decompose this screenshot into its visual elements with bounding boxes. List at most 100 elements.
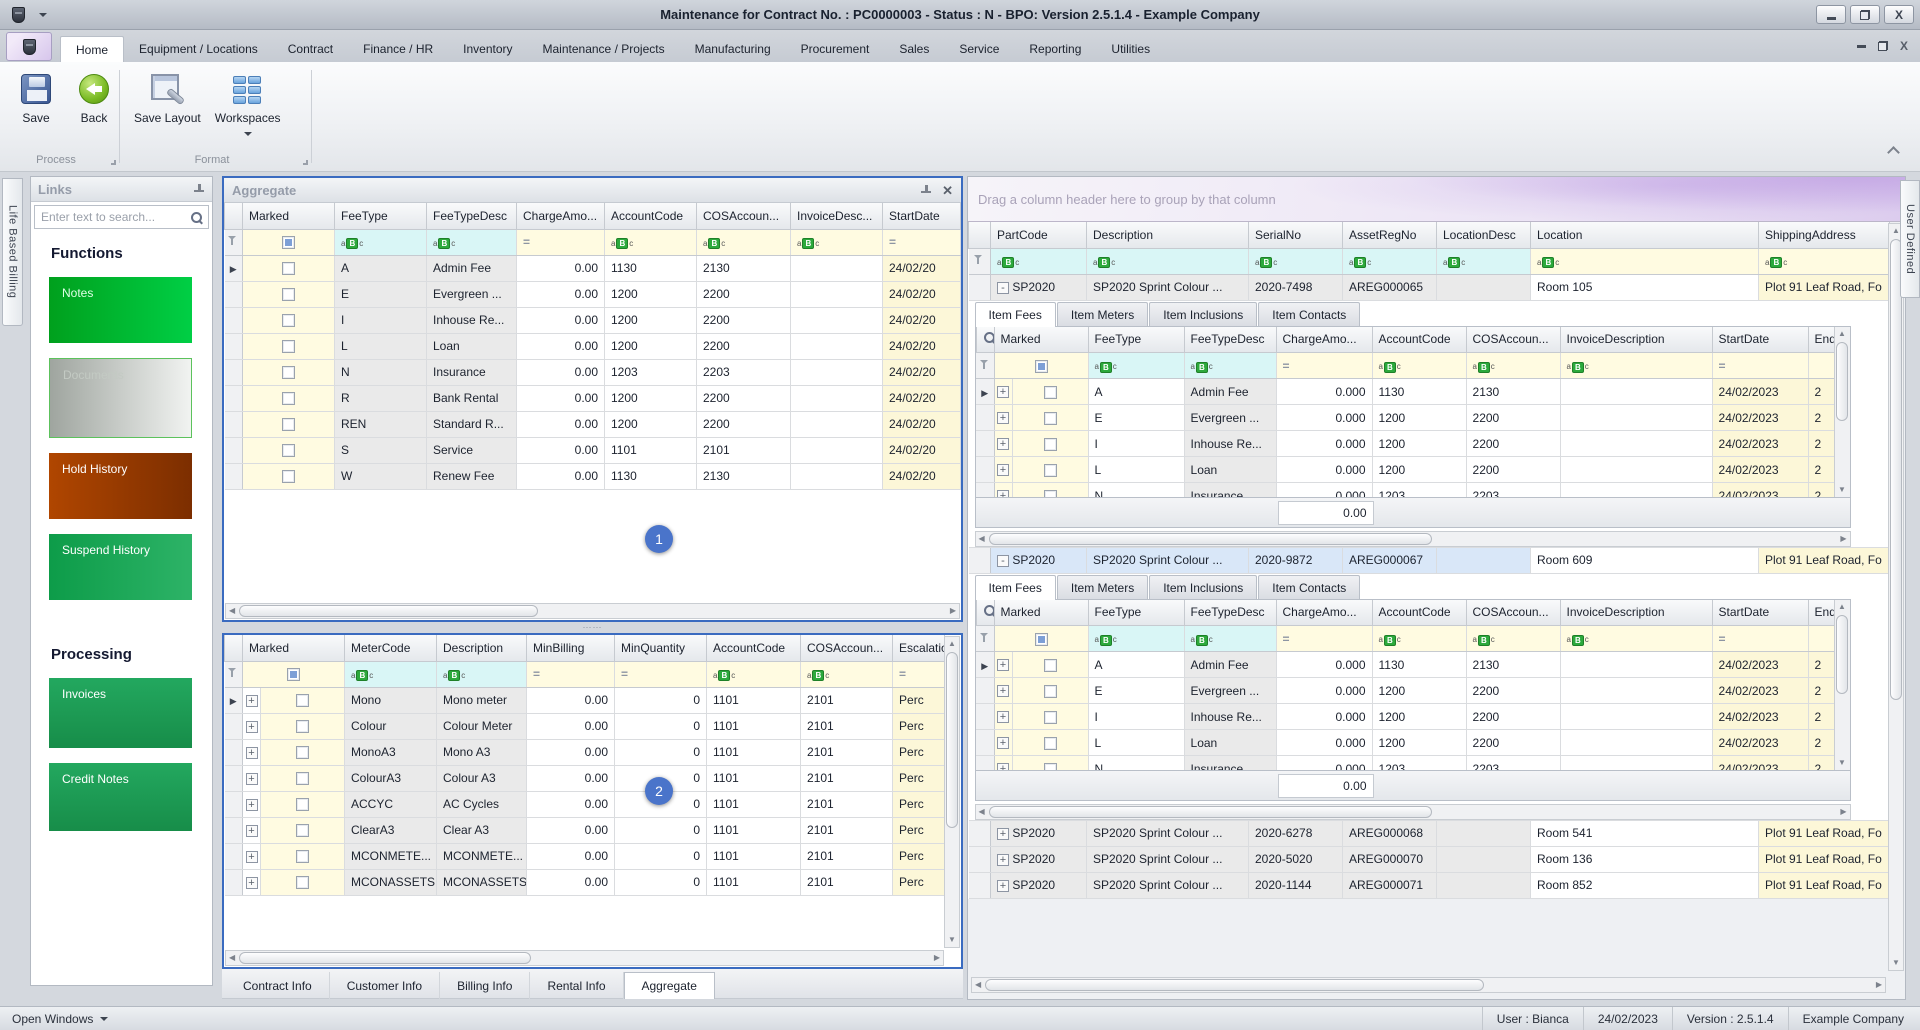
checkbox[interactable] (282, 470, 295, 484)
cell-feetype[interactable]: L (1088, 456, 1185, 483)
restore-button[interactable] (1850, 5, 1880, 24)
close-icon[interactable]: ✕ (942, 182, 953, 198)
column-header[interactable]: InvoiceDescription (1559, 599, 1713, 626)
cell-feetypedesc[interactable]: Evergreen ... (426, 281, 517, 308)
mdi-close-icon[interactable]: X (1899, 39, 1908, 53)
checkbox[interactable] (1043, 489, 1057, 497)
cell-invoicedescription[interactable] (1560, 729, 1713, 756)
cell-description[interactable]: Mono meter (436, 687, 528, 714)
cell-startdate[interactable]: 24/02/2023 (1712, 729, 1809, 756)
search-icon[interactable] (983, 604, 993, 617)
cell-feetype[interactable]: E (334, 281, 427, 308)
checkbox[interactable] (1043, 736, 1057, 750)
cell-description[interactable]: Colour Meter (436, 713, 528, 740)
cell-description[interactable]: MCONMETE... (436, 843, 528, 870)
column-header[interactable]: Marked (242, 203, 335, 230)
dialog-launcher-icon[interactable] (111, 160, 116, 165)
cell-feetypedesc[interactable]: Loan (426, 333, 517, 360)
cell-minbilling[interactable]: 0.00 (526, 791, 616, 818)
cell-cosaccount[interactable]: 2101 (800, 739, 894, 766)
cell-startdate[interactable]: 24/02/2023 (1712, 677, 1809, 704)
cell-startdate[interactable]: 24/02/20 (882, 359, 961, 386)
collapse-row-icon[interactable]: - (997, 281, 1009, 294)
ribbon-tab[interactable]: Equipment / Locations (139, 42, 258, 56)
cell-cosaccount[interactable]: 2200 (696, 385, 791, 412)
vertical-scrollbar[interactable]: ▲ ▼ (944, 636, 960, 948)
scroll-left-icon[interactable]: ◀ (978, 533, 985, 543)
cell-accountcode[interactable]: 1101 (706, 765, 802, 792)
cell-feetypedesc[interactable]: Insurance (1184, 482, 1277, 497)
cell-accountcode[interactable]: 1101 (706, 791, 802, 818)
cell-description[interactable]: Mono A3 (436, 739, 528, 766)
cell-feetypedesc[interactable]: Renew Fee (426, 463, 517, 490)
cell-cosaccount[interactable]: 2200 (1466, 404, 1561, 431)
ribbon-tab[interactable]: Manufacturing (694, 42, 771, 56)
scroll-right-icon[interactable]: ▶ (1840, 533, 1847, 543)
cell-chargeamount[interactable]: 0.00 (516, 463, 605, 490)
cell-invoicedescription[interactable] (1560, 677, 1713, 704)
cell-cosaccount[interactable]: 2200 (1466, 677, 1561, 704)
bottom-tab[interactable]: Contract Info (226, 972, 330, 999)
expand-row-icon[interactable]: + (245, 746, 258, 759)
tab-user-defined[interactable]: User Defined (1900, 180, 1920, 298)
checkbox[interactable] (282, 340, 295, 354)
cell-cosaccount[interactable]: 2200 (1466, 430, 1561, 457)
equals-filter-icon[interactable]: = (1282, 631, 1290, 646)
ribbon-tab[interactable]: Home (60, 36, 125, 62)
expand-row-icon[interactable]: + (997, 464, 1009, 477)
scroll-right-icon[interactable]: ▶ (949, 606, 956, 615)
column-header[interactable]: StartDate (1711, 599, 1809, 626)
cell-cosaccount[interactable]: 2203 (1466, 482, 1561, 497)
cell-feetypedesc[interactable]: Insurance (426, 359, 517, 386)
equals-filter-icon[interactable]: = (533, 667, 541, 681)
scroll-left-icon[interactable]: ◀ (229, 953, 236, 962)
table-row[interactable]: + E Evergreen ... 0.000 1200 2200 24/02/… (976, 404, 1850, 431)
cell-accountcode[interactable]: 1203 (1372, 755, 1467, 770)
table-row[interactable]: + L Loan 0.000 1200 2200 24/02/2023 2 (976, 729, 1850, 756)
cell-startdate[interactable]: 24/02/2023 (1712, 378, 1809, 405)
filter-funnel-icon[interactable] (974, 254, 984, 265)
search-input[interactable] (35, 210, 190, 224)
cell-invoicedescription[interactable] (1560, 755, 1713, 770)
column-header[interactable]: AccountCode (1371, 599, 1467, 626)
cell-metercode[interactable]: Colour (344, 713, 438, 740)
column-header[interactable]: MinBilling (526, 635, 616, 662)
expand-row-icon[interactable]: + (997, 853, 1009, 866)
equals-filter-icon[interactable]: = (621, 667, 629, 681)
table-row[interactable]: + E Evergreen ... 0.000 1200 2200 24/02/… (976, 677, 1850, 704)
cell-chargeamount[interactable]: 0.00 (516, 411, 605, 438)
cell-metercode[interactable]: ACCYC (344, 791, 438, 818)
equals-filter-icon[interactable]: = (1718, 358, 1726, 373)
cell-chargeamount[interactable]: 0.000 (1276, 651, 1373, 678)
cell-startdate[interactable]: 24/02/20 (882, 255, 961, 282)
cell-startdate[interactable]: 24/02/2023 (1712, 755, 1809, 770)
checkbox[interactable] (296, 694, 309, 708)
cell-startdate[interactable]: 24/02/20 (882, 411, 961, 438)
column-header[interactable]: FeeTypeDesc (1183, 326, 1277, 353)
filter-funnel-icon[interactable] (979, 632, 990, 643)
close-button[interactable]: X (1884, 5, 1914, 24)
filter-checkbox[interactable] (1034, 632, 1048, 646)
cell-description[interactable]: AC Cycles (436, 791, 528, 818)
column-header[interactable]: ChargeAmo... (1275, 326, 1373, 353)
column-header[interactable]: ShippingAddress (1758, 222, 1890, 249)
cell-metercode[interactable]: MCONMETE... (344, 843, 438, 870)
cell-cosaccount[interactable]: 2203 (696, 359, 791, 386)
cell-feetypedesc[interactable]: Inhouse Re... (1184, 703, 1277, 730)
cell-cosaccount[interactable]: 2200 (1466, 703, 1561, 730)
table-row[interactable]: ▶ + A Admin Fee 0.000 1130 2130 24/02/20… (976, 378, 1850, 405)
bottom-tab[interactable]: Aggregate (623, 972, 715, 999)
detail-tab[interactable]: Item Meters (1056, 301, 1149, 327)
panel-splitter[interactable]: ⋯⋯ (222, 622, 963, 633)
scroll-left-icon[interactable]: ◀ (229, 606, 236, 615)
cell-feetypedesc[interactable]: Loan (1184, 729, 1277, 756)
scroll-right-icon[interactable]: ▶ (933, 953, 940, 962)
